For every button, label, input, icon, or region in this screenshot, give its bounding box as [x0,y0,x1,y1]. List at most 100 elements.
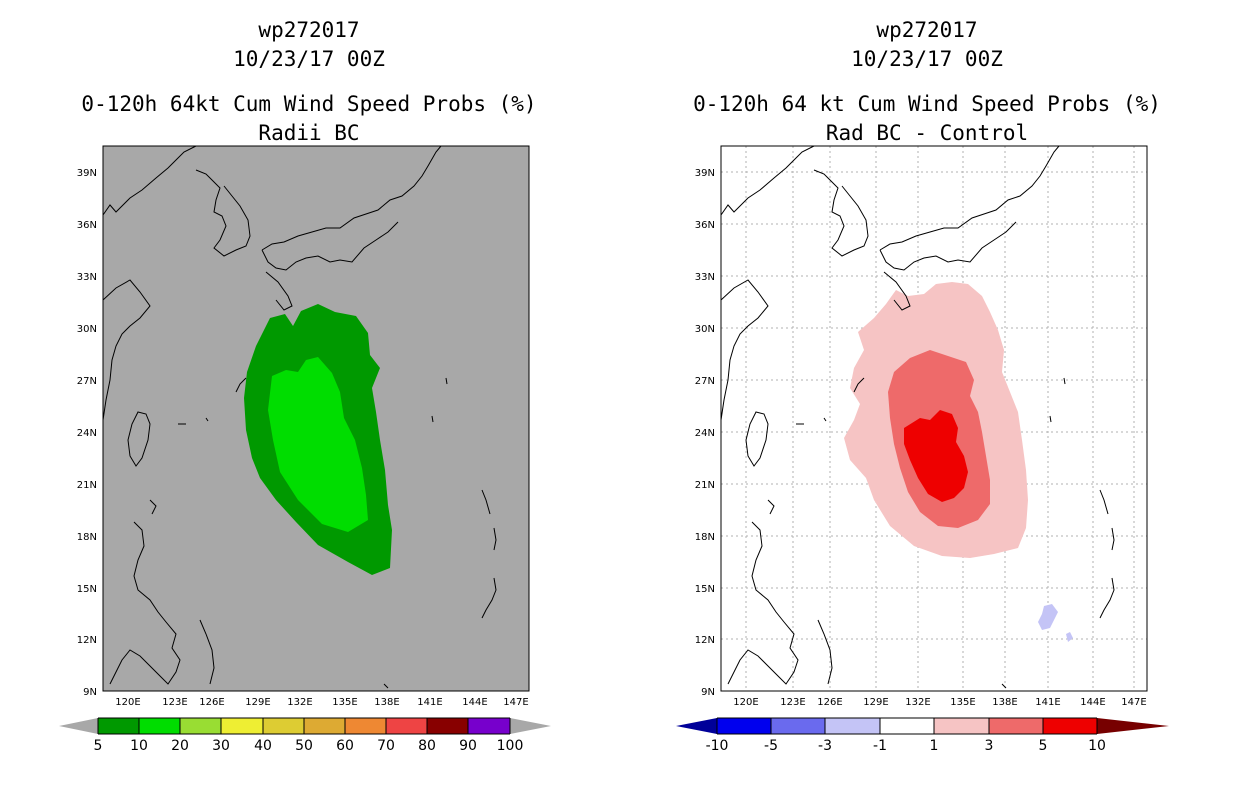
lon-label: 141E [1035,697,1060,708]
coastline-outlines [102,145,497,689]
axis-labels: 120E 123E 126E 129E 132E 135E 138E 141E … [695,168,1147,708]
lon-label: 135E [332,697,357,708]
forecast-date: 10/23/17 00Z [851,47,1003,71]
lat-label: 33N [77,272,97,283]
right-panel: wp272017 10/23/17 00Z 0-120h 64 kt Cum W… [618,0,1236,800]
lon-label: 141E [417,697,442,708]
colorbar-segment [771,718,825,734]
lon-label: 123E [162,697,187,708]
prob-10pct-area [268,357,368,532]
lat-label: 21N [77,480,97,491]
colorbar-label: -1 [873,738,887,754]
plot-subtitle: Radii BC [258,121,360,145]
colorbar-segment [386,718,427,734]
lat-label: 39N [77,168,97,179]
coastline-outlines [720,145,1115,689]
colorbar-label: 60 [336,738,354,754]
map-frame [720,145,1148,692]
lon-label: 123E [780,697,805,708]
lat-label: 27N [695,376,715,387]
lon-label: 144E [462,697,487,708]
colorbar-label: 100 [497,738,524,754]
colorbar-label: 80 [418,738,436,754]
probability-contours [244,304,392,575]
lat-label: 36N [77,220,97,231]
diff-3pct-spot [924,406,934,418]
lon-label: 132E [287,697,312,708]
lat-label: 30N [695,324,715,335]
colorbar: -10 -5 -3 -1 1 3 5 10 [676,717,1169,754]
islands [796,377,1115,689]
diff-negative-area [1038,604,1073,642]
taiwan-coast [745,411,769,467]
colorbar-label: 40 [254,738,272,754]
lat-label: 12N [77,635,97,646]
colorbar-label: 30 [212,738,230,754]
colorbar-segment [221,718,263,734]
colorbar-label: 5 [1039,738,1048,754]
colorbar-label: 3 [985,738,994,754]
colorbar-end-high [1097,718,1169,734]
lon-label: 144E [1080,697,1105,708]
colorbar-label: -10 [706,738,729,754]
lon-label: 135E [950,697,975,708]
colorbar-segment [304,718,345,734]
lon-label: 126E [199,697,224,708]
lon-label: 120E [733,697,758,708]
colorbar-label: 10 [130,738,148,754]
colorbar-label: 90 [459,738,477,754]
colorbar-segment [139,718,180,734]
philippines-coast [109,499,215,685]
colorbar-label: 1 [930,738,939,754]
lon-label: 147E [1121,697,1146,708]
diff-5pct-area [904,410,968,502]
colorbar-label: 70 [377,738,395,754]
plot-title: 0-120h 64kt Cum Wind Speed Probs (%) [81,92,537,116]
colorbar-label: 10 [1088,738,1106,754]
lon-label: 147E [503,697,528,708]
colorbar-segment [468,718,510,734]
lon-label: 132E [905,697,930,708]
colorbar-label: 5 [94,738,103,754]
lat-label: 27N [77,376,97,387]
japan-coast [879,145,1060,311]
colorbar-segment [98,718,139,734]
islands [178,377,497,689]
colorbar-segment [880,718,934,734]
lon-label: 120E [115,697,140,708]
colorbar-segment [934,718,989,734]
philippines-coast [727,499,833,685]
colorbar-label: 50 [295,738,313,754]
colorbar-segment [1043,718,1097,734]
lon-label: 126E [817,697,842,708]
axis-labels: 120E 123E 126E 129E 132E 135E 138E 141E … [77,168,529,708]
colorbar-segment [263,718,304,734]
lat-label: 15N [695,584,715,595]
lat-label: 24N [695,428,715,439]
korea-coast [813,169,869,257]
lat-label: 15N [77,584,97,595]
colorbar-segment [180,718,221,734]
lat-label: 30N [77,324,97,335]
colorbar-segment [825,718,880,734]
plot-subtitle: Rad BC - Control [825,121,1029,145]
colorbar: 5 10 20 30 40 50 60 70 80 90 100 [59,717,551,754]
left-panel: wp272017 10/23/17 00Z 0-120h 64kt Cum Wi… [59,18,551,754]
lat-label: 36N [695,220,715,231]
colorbar-segment [427,718,468,734]
right-map-svg: 120E 123E 126E 129E 132E 135E 138E 141E … [676,145,1169,754]
storm-id: wp272017 [258,18,360,42]
china-coast [720,145,815,421]
china-coast [102,145,197,421]
colorbar-label: -3 [818,738,832,754]
colorbar-end-low [59,718,98,734]
left-map-svg: 120E 123E 126E 129E 132E 135E 138E 141E … [59,145,551,754]
japan-coast [261,145,442,311]
lat-label: 18N [77,532,97,543]
map-frame [102,145,530,692]
colorbar-segment [717,718,771,734]
colorbar-end-high [510,718,551,734]
lon-label: 129E [245,697,270,708]
forecast-date: 10/23/17 00Z [233,47,385,71]
colorbar-end-low [676,718,717,734]
